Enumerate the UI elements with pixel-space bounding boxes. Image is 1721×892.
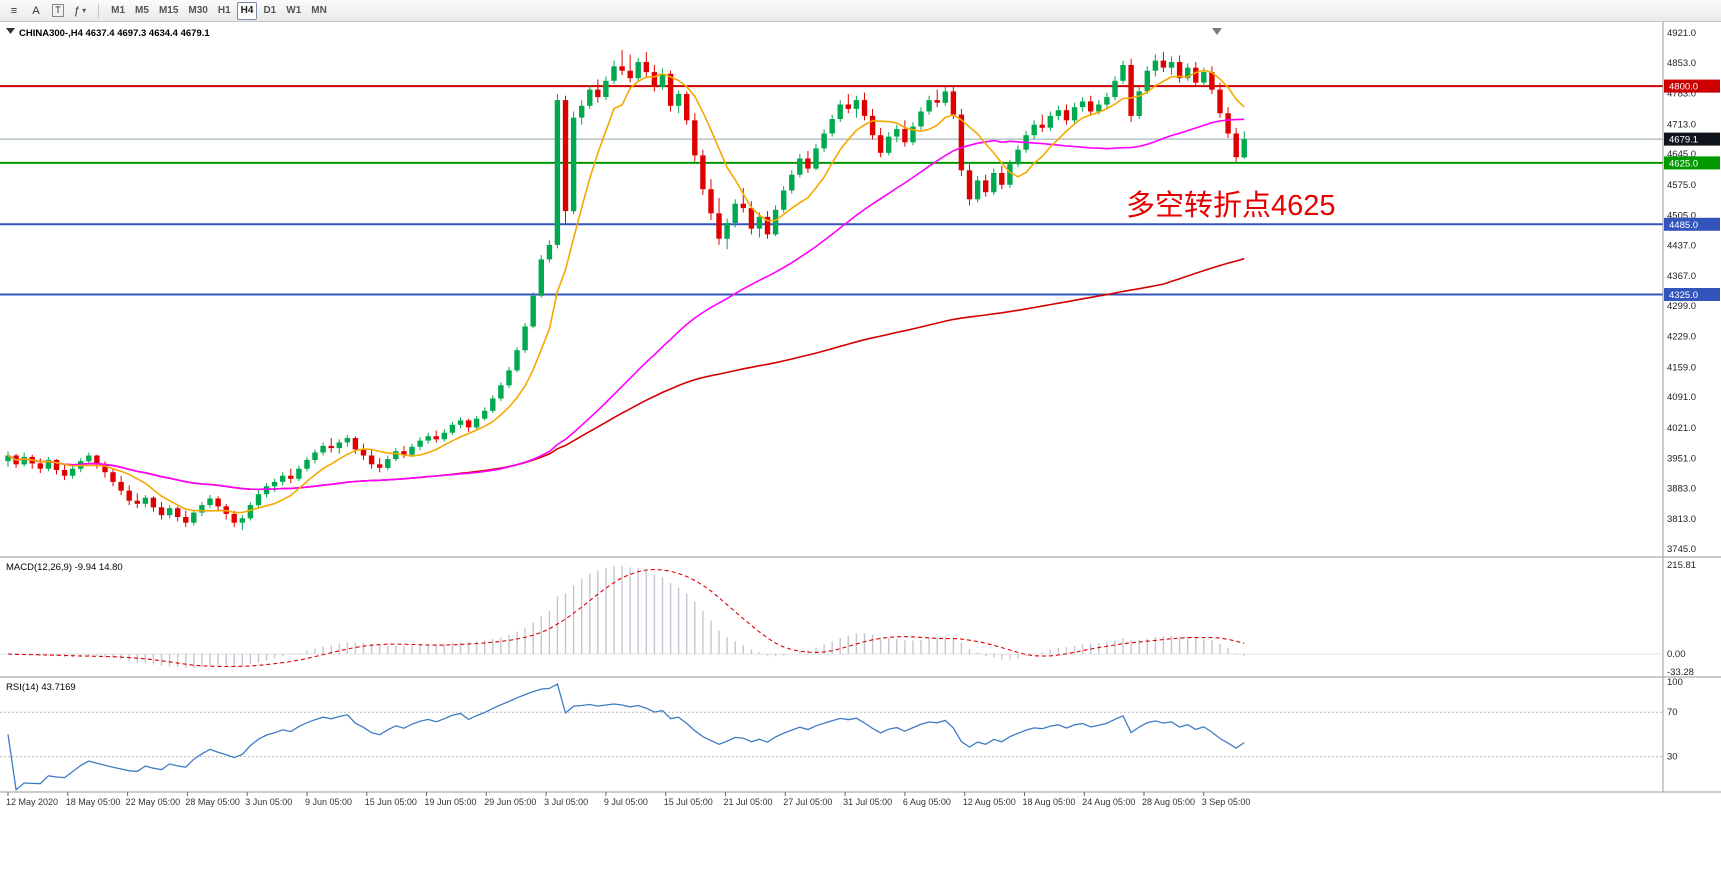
price-badge (1664, 132, 1720, 146)
timeframe-m5-button[interactable]: M5 (131, 2, 153, 20)
text-tool-glyph: T (52, 4, 64, 17)
panel-separators (0, 22, 1721, 793)
price-axis-label: 4091.0 (1667, 392, 1696, 403)
price-badge (1664, 156, 1720, 170)
price-badge (1664, 288, 1720, 301)
time-axis-label: 6 Aug 05:00 (903, 797, 951, 807)
price-axis-label: 4853.0 (1667, 58, 1696, 69)
chart-toolbar: ≡ A T ƒ ▾ M1 M5 M15 M30 H1 H4 D1 W1 MN (0, 0, 1721, 22)
time-axis-label: 12 Aug 05:00 (963, 797, 1016, 807)
time-axis-label: 27 Jul 05:00 (783, 797, 832, 807)
rsi-label: RSI(14) 43.7169 (6, 682, 76, 693)
time-axis-label: 28 Aug 05:00 (1142, 797, 1195, 807)
toolbar-separator (98, 3, 100, 18)
price-badge (1664, 217, 1720, 231)
chart-annotation-text[interactable]: 多空转折点4625 (1126, 189, 1336, 222)
macd-axis[interactable]: 215.81 0.00 -33.28 (1667, 560, 1696, 678)
text-tool-icon[interactable]: T (48, 2, 68, 20)
svg-text:0.00: 0.00 (1667, 649, 1686, 660)
collapse-icon[interactable] (6, 28, 15, 34)
price-axis-label: 4437.0 (1667, 240, 1696, 251)
time-axis-label: 15 Jun 05:00 (365, 797, 417, 807)
time-axis-label: 18 Aug 05:00 (1023, 797, 1076, 807)
time-axis-label: 3 Jul 05:00 (544, 797, 588, 807)
svg-text:30: 30 (1667, 752, 1678, 763)
symbol-ohlc-title: CHINA300-,H4 4637.4 4697.3 4634.4 4679.1 (19, 28, 210, 39)
chart-windows-icon[interactable]: ≡ (4, 2, 24, 20)
price-axis-label: 4367.0 (1667, 271, 1696, 282)
time-axis-label: 12 May 2020 (6, 797, 58, 807)
price-badges: 4800.0 4679.1 4625.0 4485.0 4325.0 (1664, 79, 1720, 301)
price-axis-label: 3813.0 (1667, 514, 1696, 525)
cursor-tool-icon[interactable]: A (26, 2, 46, 20)
timeframe-d1-button[interactable]: D1 (259, 2, 280, 20)
chart-title: CHINA300-,H4 4637.4 4697.3 4634.4 4679.1 (6, 28, 210, 39)
ma-fast-line (7, 69, 1245, 514)
price-axis-label: 4021.0 (1667, 423, 1696, 434)
rsi-panel: RSI(14) 43.7169 (0, 682, 1663, 792)
price-axis-label: 3883.0 (1667, 483, 1696, 494)
price-badge-label: 4625.0 (1669, 158, 1698, 169)
macd-signal-line (7, 568, 1245, 667)
price-badge-label: 4485.0 (1669, 220, 1698, 231)
time-axis[interactable]: 12 May 2020 18 May 05:00 22 May 05:00 28 Ma… (6, 792, 1250, 807)
time-axis-label: 19 Jun 05:00 (425, 797, 477, 807)
svg-text:-33.28: -33.28 (1667, 667, 1694, 678)
moving-averages (7, 69, 1245, 514)
ma-medium-line (7, 118, 1245, 491)
rsi-line (7, 683, 1245, 792)
time-axis-label: 15 Jul 05:00 (664, 797, 713, 807)
timeframe-m30-button[interactable]: M30 (184, 2, 211, 20)
price-axis-label: 4921.0 (1667, 28, 1696, 39)
price-axis-label: 3951.0 (1667, 454, 1696, 465)
time-axis-label: 29 Jun 05:00 (484, 797, 536, 807)
svg-text:70: 70 (1667, 707, 1678, 718)
candles (5, 50, 1247, 531)
price-axis-label: 4713.0 (1667, 119, 1696, 130)
time-axis-label: 9 Jun 05:00 (305, 797, 352, 807)
chart-shift-marker-icon[interactable] (1212, 28, 1222, 35)
price-axis-label: 4505.0 (1667, 211, 1696, 222)
rsi-axis[interactable]: 100 70 30 (1667, 677, 1683, 763)
timeframe-h1-button[interactable]: H1 (214, 2, 235, 20)
price-axis-label: 4159.0 (1667, 362, 1696, 373)
price-axis-label: 3745.0 (1667, 544, 1696, 555)
chart-background (0, 22, 1721, 892)
time-axis-label: 22 May 05:00 (126, 797, 181, 807)
timeframe-mn-button[interactable]: MN (307, 2, 331, 20)
svg-text:215.81: 215.81 (1667, 560, 1696, 571)
price-axis-label: 4783.0 (1667, 89, 1696, 100)
time-axis-label: 28 May 05:00 (185, 797, 240, 807)
timeframe-m15-button[interactable]: M15 (155, 2, 182, 20)
price-badge-label: 4679.1 (1669, 135, 1698, 146)
chart-window[interactable]: 多空转折点4625 4921.0 4853.0 4783.0 4713.0 4645.0 4… (0, 22, 1721, 892)
indicators-icon[interactable]: ƒ ▾ (70, 2, 90, 20)
time-axis-label: 3 Sep 05:00 (1202, 797, 1251, 807)
macd-panel: MACD(12,26,9) -9.94 14.80 (0, 562, 1663, 668)
dropdown-caret-icon: ▾ (82, 6, 87, 15)
price-badge-label: 4800.0 (1669, 82, 1698, 93)
candlestick-chart[interactable]: 多空转折点46254921.04853.04783.04713.04645.04… (0, 22, 1721, 892)
price-axis-label: 4575.0 (1667, 180, 1696, 191)
indicators-glyph: ƒ (74, 4, 81, 17)
price-axis-label: 4299.0 (1667, 301, 1696, 312)
timeframe-m1-button[interactable]: M1 (107, 2, 129, 20)
time-axis-label: 18 May 05:00 (66, 797, 121, 807)
macd-label: MACD(12,26,9) -9.94 14.80 (6, 562, 123, 573)
price-axis-label: 4645.0 (1667, 149, 1696, 160)
timeframe-w1-button[interactable]: W1 (282, 2, 305, 20)
price-axis[interactable]: 4921.0 4853.0 4783.0 4713.0 4645.0 4575.0 4505… (1667, 28, 1696, 555)
price-badge-label: 4325.0 (1669, 290, 1698, 301)
time-axis-label: 3 Jun 05:00 (245, 797, 292, 807)
svg-text:100: 100 (1667, 677, 1683, 688)
time-axis-label: 24 Aug 05:00 (1082, 797, 1135, 807)
time-axis-label: 31 Jul 05:00 (843, 797, 892, 807)
price-axis-label: 4229.0 (1667, 332, 1696, 343)
price-badge (1664, 79, 1720, 93)
timeframe-h4-button[interactable]: H4 (236, 1, 258, 20)
time-axis-label: 9 Jul 05:00 (604, 797, 648, 807)
time-axis-label: 21 Jul 05:00 (724, 797, 773, 807)
